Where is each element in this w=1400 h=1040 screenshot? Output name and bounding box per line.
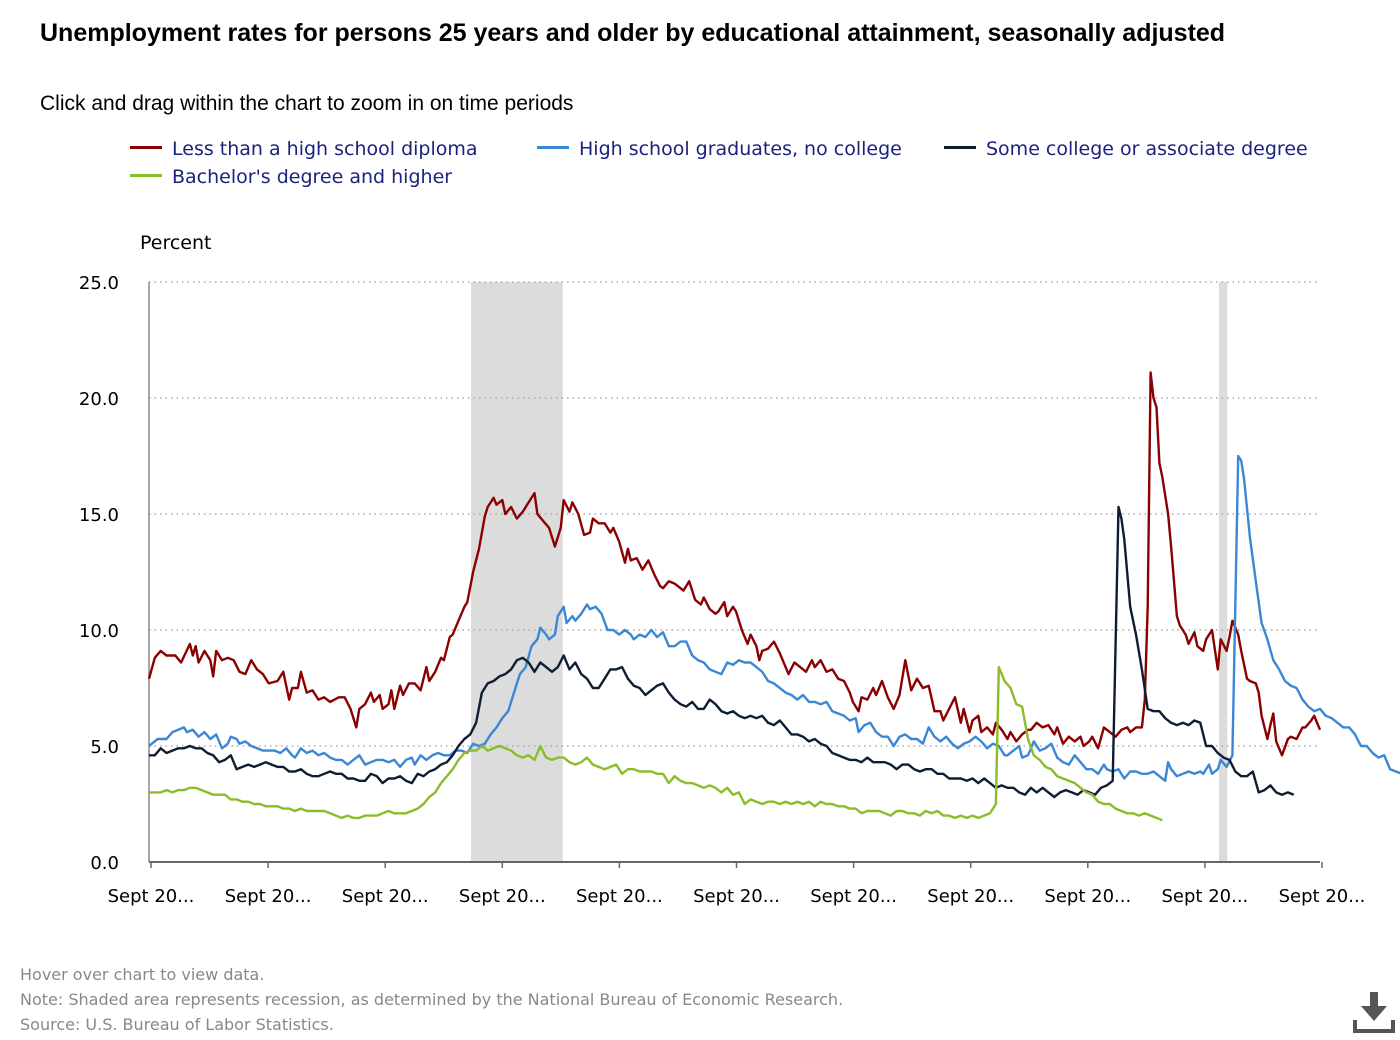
footnotes: Hover over chart to view data. Note: Sha…	[20, 962, 843, 1037]
legend-item-some-college[interactable]: Some college or associate degree	[944, 138, 1308, 160]
legend-swatch-less-than-high-school	[130, 146, 162, 149]
series-line-3[interactable]	[149, 505, 1295, 799]
series-line-2[interactable]	[148, 454, 1400, 782]
x-tick-label: Sept 20...	[576, 886, 663, 907]
legend-swatch-some-college	[944, 146, 976, 149]
legend-label: Bachelor's degree and higher	[172, 166, 453, 188]
x-tick-label: Sept 20...	[927, 886, 1014, 907]
series-line-1[interactable]	[147, 371, 1322, 757]
recession-shading-2	[1219, 282, 1228, 862]
x-tick-label: Sept 20...	[1162, 886, 1249, 907]
recession-shading-1	[471, 282, 563, 862]
x-tick-label: Sept 20...	[459, 886, 546, 907]
download-icon	[1353, 992, 1395, 1033]
legend-item-less-than-high-school[interactable]: Less than a high school diploma	[130, 138, 478, 160]
series-line-4[interactable]	[149, 665, 1163, 822]
legend-label: High school graduates, no college	[579, 138, 902, 160]
chart-title: Unemployment rates for persons 25 years …	[40, 19, 1226, 47]
legend-item-bachelors[interactable]: Bachelor's degree and higher	[130, 166, 452, 188]
legend-item-high-school-graduates[interactable]: High school graduates, no college	[537, 138, 902, 160]
x-tick-label: Sept 20...	[1279, 886, 1366, 907]
y-tick-label: 20.0	[79, 389, 119, 410]
chart-area[interactable]: 0.0 5.0 10.0 15.0 20.0 25.0 Percent Sept 20... S…	[0, 220, 1400, 910]
legend-label: Some college or associate degree	[986, 138, 1308, 160]
y-axis-label: Percent	[140, 232, 212, 254]
chart-subtitle: Click and drag within the chart to zoom …	[40, 92, 574, 115]
x-tick-label: Sept 20...	[342, 886, 429, 907]
legend-label: Less than a high school diploma	[172, 138, 478, 160]
recession-note: Note: Shaded area represents recession, …	[20, 990, 844, 1009]
y-tick-label: 10.0	[79, 621, 119, 642]
x-tick-label: Sept 20...	[693, 886, 780, 907]
y-tick-label: 15.0	[79, 505, 119, 526]
source-note: Source: U.S. Bureau of Labor Statistics.	[20, 1015, 334, 1034]
legend-swatch-bachelors	[130, 174, 162, 177]
x-tick-label: Sept 20...	[108, 886, 195, 907]
y-tick-label: 25.0	[79, 273, 119, 294]
download-button[interactable]	[1352, 990, 1396, 1034]
x-tick-label: Sept 20...	[225, 886, 312, 907]
x-tick-label: Sept 20...	[810, 886, 897, 907]
hover-note: Hover over chart to view data.	[20, 965, 265, 984]
x-tick-label: Sept 20...	[1044, 886, 1131, 907]
legend-swatch-high-school-graduates	[537, 146, 569, 149]
y-tick-label: 5.0	[90, 737, 119, 758]
y-tick-label: 0.0	[90, 853, 119, 874]
